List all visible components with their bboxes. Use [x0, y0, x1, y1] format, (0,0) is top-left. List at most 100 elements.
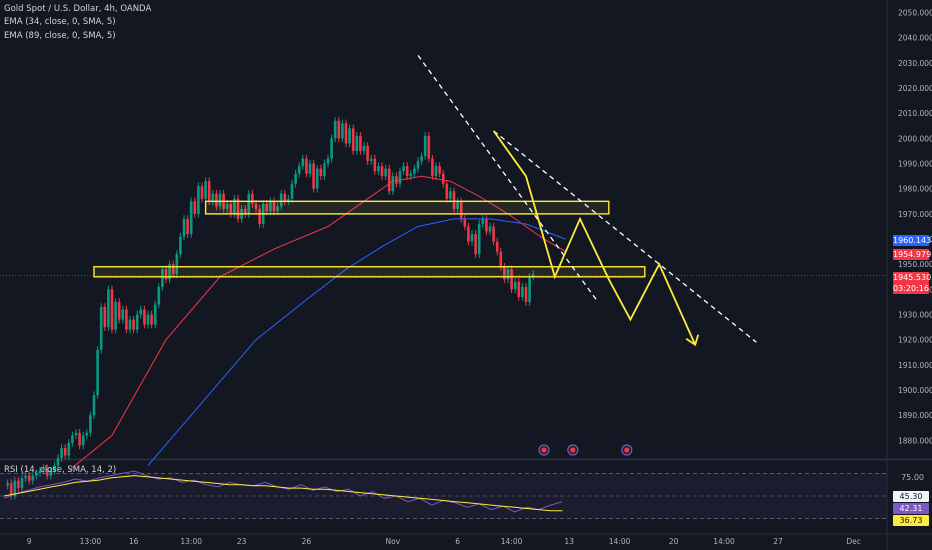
- candle-body: [438, 166, 441, 174]
- candle-body: [132, 319, 135, 330]
- y-tick-label: 2020.000: [898, 84, 932, 93]
- candle-body: [13, 480, 17, 496]
- candle-body: [377, 166, 380, 172]
- rsi-axis-top-label: 75.00: [901, 473, 924, 482]
- candle-body: [485, 218, 488, 232]
- candle-body: [233, 198, 236, 214]
- candle-body: [78, 432, 81, 446]
- candle-body: [125, 309, 128, 330]
- candle-body: [207, 181, 211, 202]
- candle-body: [265, 203, 269, 212]
- candle-body: [402, 166, 405, 172]
- y-tick-label: 2050.000: [898, 9, 932, 18]
- candle-body: [452, 191, 456, 209]
- y-tick-label: 1980.000: [898, 185, 932, 194]
- candle-body: [258, 208, 261, 224]
- candle-body: [380, 166, 384, 177]
- candle-body: [99, 307, 103, 350]
- candle-body: [6, 483, 9, 486]
- x-tick-label: 13:00: [80, 537, 102, 546]
- countdown-badge: 03:20:16: [893, 283, 929, 294]
- candle-body: [110, 289, 114, 330]
- candle-body: [315, 168, 319, 189]
- candle-body: [294, 173, 297, 184]
- ema89-line: [147, 218, 566, 466]
- candle-body: [254, 203, 258, 209]
- x-tick-label: 23: [237, 537, 247, 546]
- candle-body: [510, 269, 513, 290]
- candle-body: [60, 447, 63, 458]
- ema89-price-badge: 1960.143: [893, 235, 932, 246]
- candle-body: [164, 269, 168, 280]
- candle-body: [517, 281, 521, 297]
- candle-body: [333, 120, 337, 139]
- y-tick-label: 1990.000: [898, 160, 932, 169]
- x-tick-label: 26: [302, 537, 312, 546]
- rsi-legend[interactable]: RSI (14, close, SMA, 14, 2): [4, 465, 117, 475]
- candle-body: [27, 475, 31, 481]
- candle-body: [362, 145, 366, 151]
- candle-body: [326, 158, 330, 164]
- candle-body: [107, 289, 110, 328]
- candle-body: [56, 458, 60, 466]
- candle-body: [323, 163, 326, 177]
- x-tick-label: 13: [564, 537, 574, 546]
- candle-body: [445, 183, 449, 199]
- y-tick-label: 1890.000: [898, 411, 932, 420]
- ema34-line: [68, 175, 566, 471]
- support-resistance-zone: [204, 200, 610, 215]
- candle-body: [312, 163, 315, 189]
- candle-body: [17, 480, 20, 489]
- candle-body: [193, 201, 197, 214]
- ema89-legend[interactable]: EMA (89, close, 0, SMA, 5): [4, 31, 116, 41]
- last-price-badge: 1945.530: [893, 272, 932, 283]
- candle-body: [117, 301, 121, 320]
- candle-body: [297, 166, 301, 174]
- x-tick-label: Nov: [385, 537, 400, 546]
- candle-body: [492, 226, 495, 242]
- candle-body: [423, 135, 427, 157]
- rsi-value-badge-2: 42.31: [893, 503, 929, 514]
- candle-body: [373, 158, 377, 172]
- candle-body: [38, 470, 42, 474]
- x-tick-label: 6: [455, 537, 460, 546]
- candle-body: [146, 314, 150, 325]
- candle-body: [200, 186, 204, 199]
- candle-body: [189, 201, 193, 235]
- symbol-legend[interactable]: Gold Spot / U.S. Dollar, 4h, OANDA: [4, 4, 152, 14]
- x-tick-label: 9: [27, 537, 32, 546]
- rsi-value-badge-1: 45.30: [893, 491, 929, 502]
- x-tick-label: 13:00: [180, 537, 202, 546]
- candle-body: [456, 201, 459, 209]
- candle-body: [481, 218, 485, 224]
- candle-body: [470, 234, 474, 242]
- candle-body: [171, 264, 175, 275]
- x-tick-label: 14:00: [713, 537, 735, 546]
- y-tick-label: 1910.000: [898, 361, 932, 370]
- candle-body: [431, 158, 434, 177]
- y-tick-label: 1950.000: [898, 260, 932, 269]
- projection-path: [492, 130, 697, 346]
- candle-body: [355, 135, 359, 151]
- candle-body: [24, 475, 27, 479]
- candle-body: [337, 120, 341, 139]
- candle-body: [53, 465, 56, 471]
- candle-body: [121, 309, 125, 320]
- candle-body: [168, 264, 171, 280]
- candle-body: [319, 168, 323, 177]
- candle-body: [20, 478, 24, 489]
- candle-body: [531, 274, 535, 277]
- candle-body: [308, 163, 312, 174]
- candle-body: [359, 135, 362, 151]
- candle-body: [499, 251, 503, 267]
- y-tick-label: 2010.000: [898, 109, 932, 118]
- candle-body: [387, 168, 391, 192]
- candle-body: [341, 123, 344, 139]
- ema34-legend[interactable]: EMA (34, close, 0, SMA, 5): [4, 17, 116, 27]
- x-tick-label: 14:00: [609, 537, 631, 546]
- candle-body: [459, 201, 463, 219]
- x-tick-label: 20: [669, 537, 679, 546]
- candle-body: [150, 314, 153, 325]
- y-tick-label: 1930.000: [898, 311, 932, 320]
- candle-body: [398, 171, 402, 184]
